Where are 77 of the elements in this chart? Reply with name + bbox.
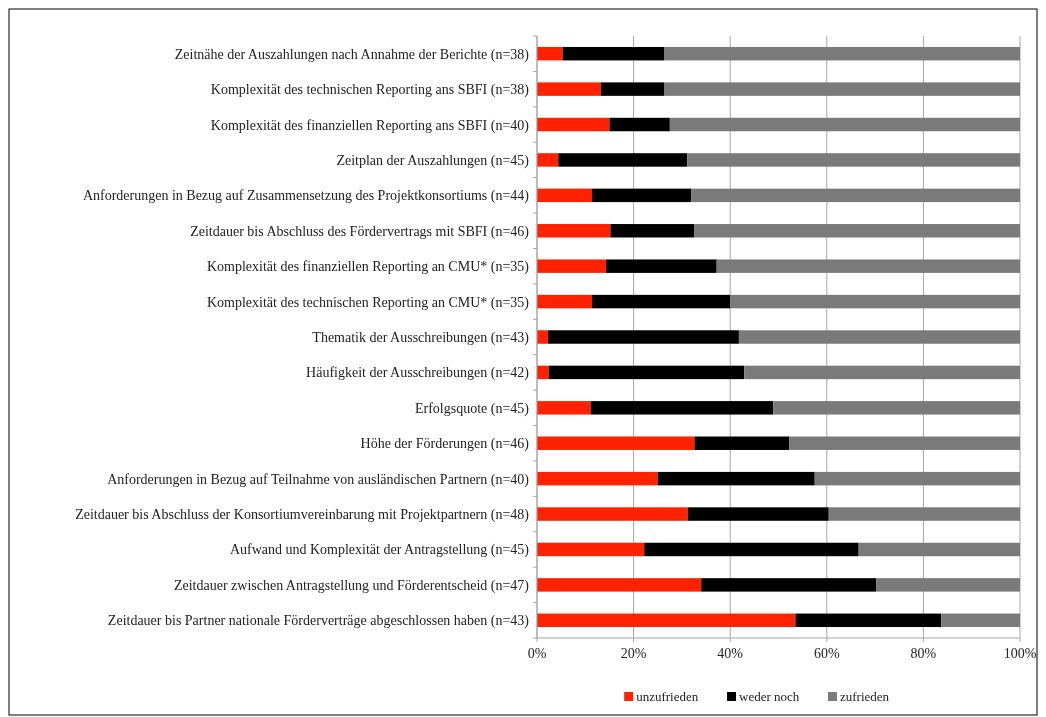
bar xyxy=(537,401,591,415)
legend-label: zufrieden xyxy=(839,689,890,704)
bar xyxy=(716,259,1020,273)
bar xyxy=(609,117,670,132)
y-tick-label: Thematik der Ausschreibungen (n=43) xyxy=(312,329,530,346)
bar xyxy=(664,46,1020,61)
y-tick-label: Komplexität des finanziellen Reporting an CMU* (n=35) xyxy=(206,258,530,275)
bar xyxy=(657,471,815,486)
bar xyxy=(691,188,1020,203)
bar xyxy=(644,542,859,557)
x-tick-label: 100% xyxy=(1003,646,1037,661)
bar xyxy=(537,188,593,203)
x-tick-label: 60% xyxy=(813,646,840,661)
y-tick-label: Zeitdauer bis Abschluss der Konsortiumvereinbarung mit Projektpartnern (n=48) xyxy=(75,506,530,523)
y-tick-label: Anforderungen in Bezug auf Zusammensetzung des Projektkonsortiums (n=44) xyxy=(82,187,530,204)
bar xyxy=(876,578,1020,592)
y-tick-label: Zeitnähe der Auszahlungen nach Annahme der Berichte (n=38) xyxy=(174,46,530,63)
bar xyxy=(610,224,695,238)
bar xyxy=(537,613,796,628)
y-tick-label: Anforderungen in Bezug auf Teilnahme von ausländischen Partnern (n=40) xyxy=(107,471,530,488)
bar xyxy=(858,542,1020,557)
y-tick-label: Höhe der Förderungen (n=46) xyxy=(360,435,530,452)
bar xyxy=(537,224,611,238)
x-tick-label: 0% xyxy=(527,646,547,661)
x-tick-label: 20% xyxy=(620,646,647,661)
y-tick-label: Zeitplan der Auszahlungen (n=45) xyxy=(336,152,530,169)
bar xyxy=(789,436,1020,450)
bar xyxy=(738,330,1020,344)
y-tick-label: Komplexität des technischen Reporting ans SBFI (n=38) xyxy=(210,81,530,98)
bar xyxy=(537,507,688,521)
bar xyxy=(558,153,688,167)
bar xyxy=(537,259,607,273)
bar xyxy=(548,330,739,344)
x-tick-label: 40% xyxy=(717,646,744,661)
y-tick-label: Zeitdauer bis Partner nationale Förderverträge abgeschlossen haben (n=43) xyxy=(107,612,530,629)
y-tick-label: Häufigkeit der Ausschreibungen (n=42) xyxy=(306,364,530,381)
bar xyxy=(828,507,1020,521)
y-tick-label: Aufwand und Komplexität der Antragstellung (n=45) xyxy=(229,541,530,558)
y-tick-label: Erfolgsquote (n=45) xyxy=(414,400,530,417)
bar xyxy=(701,578,877,592)
x-tick-label: 80% xyxy=(910,646,937,661)
bar xyxy=(694,224,1020,238)
legend-label: unzufrieden xyxy=(636,689,699,704)
bar xyxy=(537,82,601,96)
legend-label: weder noch xyxy=(739,689,800,704)
bar xyxy=(687,507,829,521)
bar xyxy=(590,401,774,415)
bar xyxy=(730,294,1020,309)
bar xyxy=(537,117,610,132)
bar xyxy=(941,613,1020,628)
bar xyxy=(537,436,695,450)
bar xyxy=(795,613,942,628)
bar xyxy=(537,46,563,61)
bar xyxy=(537,365,549,380)
bar xyxy=(664,82,1020,96)
bar xyxy=(537,330,549,344)
y-tick-label: Komplexität des technischen Reporting an CMU* (n=35) xyxy=(206,294,530,311)
bar xyxy=(537,542,645,557)
bar xyxy=(773,401,1020,415)
bar xyxy=(669,117,1020,132)
bar xyxy=(537,153,559,167)
bar xyxy=(592,294,731,309)
bar xyxy=(592,188,692,203)
y-tick-label: Zeitdauer bis Abschluss des Fördervertrags mit SBFI (n=46) xyxy=(190,223,530,240)
bar xyxy=(687,153,1020,167)
bar xyxy=(606,259,717,273)
bar xyxy=(537,578,702,592)
bar xyxy=(537,471,658,486)
bar xyxy=(562,46,665,61)
y-tick-label: Zeitdauer zwischen Antragstellung und Förderentscheid (n=47) xyxy=(173,577,530,594)
bar xyxy=(600,82,665,96)
bar xyxy=(744,365,1020,380)
bar xyxy=(548,365,745,380)
bar xyxy=(694,436,790,450)
bar xyxy=(814,471,1020,486)
y-tick-label: Komplexität des finanziellen Reporting ans SBFI (n=40) xyxy=(210,117,530,134)
bar xyxy=(537,294,593,309)
